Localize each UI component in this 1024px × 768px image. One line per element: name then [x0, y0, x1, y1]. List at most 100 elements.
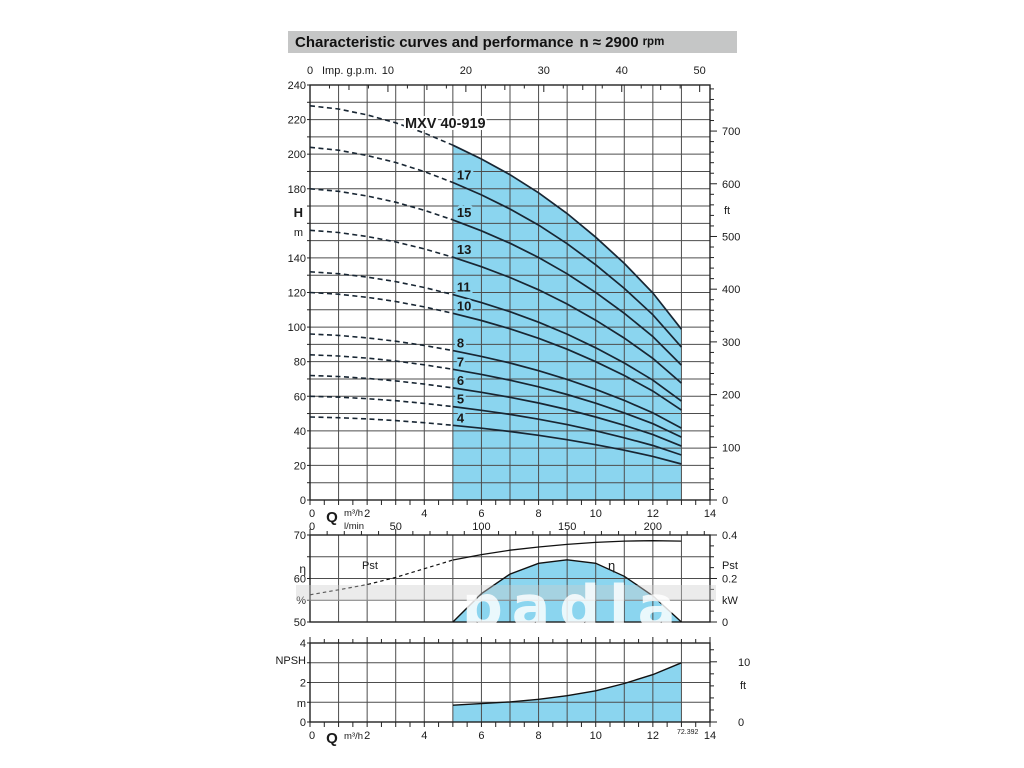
chart-title-bar: Characteristic curves and performance n …: [288, 31, 737, 53]
npsh-q-tick-label: 2: [364, 730, 370, 742]
q-lmin-tick-label: 50: [390, 521, 402, 533]
stage-curve: [452, 368, 682, 438]
npsh-ft-tick-label: 10: [738, 657, 750, 669]
stage-curve-label: 5: [457, 392, 464, 407]
efficiency-power-chart: 70 60 50 η% 0.4 0.2 0 Pst kW Pst η: [294, 529, 739, 629]
pst-tick-label: 0.2: [722, 574, 737, 586]
stage-curve: [452, 405, 682, 456]
npsh-q-tick-label: 0: [309, 730, 315, 742]
npsh-ft-tick-label: 0: [738, 717, 744, 729]
gpm-tick-label: 10: [382, 65, 394, 77]
ft-tick-label: 100: [722, 442, 740, 454]
npsh-axis-symbol: NPSH: [275, 655, 306, 667]
npsh-curve: [452, 662, 682, 706]
h-tick-label: 220: [288, 115, 306, 127]
stage-curve: [452, 256, 682, 384]
power-curve-dashed: [309, 559, 454, 596]
pst-tick-label: 0.4: [722, 530, 737, 542]
h-tick-label: 240: [288, 80, 306, 92]
stage-curve: [452, 387, 682, 447]
chart-speed: n ≈ 2900: [579, 33, 639, 51]
gpm-tick-label: 20: [460, 65, 472, 77]
npsh-tick-label: 2: [300, 678, 306, 690]
q-axis-symbol: Q: [326, 509, 338, 526]
pst-axis-symbol: Pst: [722, 560, 738, 572]
gpm-axis-label: Imp. g.p.m.: [322, 65, 377, 77]
stage-curve: [452, 144, 683, 330]
gpm-tick-label: 30: [538, 65, 550, 77]
h-tick-label: 60: [294, 391, 306, 403]
stage-curve: [452, 312, 682, 411]
eta-tick-label: 50: [294, 617, 306, 629]
stage-curve-dashed: [309, 105, 454, 146]
stage-curve-label: 4: [457, 410, 465, 425]
stage-curve: [452, 293, 682, 402]
npsh-q-tick-label: 4: [421, 730, 427, 742]
h-tick-label: 40: [294, 426, 306, 438]
stage-curve: [452, 181, 683, 348]
h-axis-symbol: H: [294, 205, 303, 220]
npsh-tick-label: 4: [300, 638, 306, 650]
gpm-tick-label: 0: [307, 65, 313, 77]
npsh-q-axis-symbol: Q: [326, 730, 338, 747]
npsh-q-tick-label: 10: [590, 730, 602, 742]
ft-tick-label: 400: [722, 284, 740, 296]
q-m3h-tick-label: 0: [309, 508, 315, 520]
q-lmin-tick-label: 200: [644, 521, 662, 533]
h-tick-label: 100: [288, 322, 306, 334]
power-curve: [452, 540, 682, 561]
eta-axis-unit: %: [296, 595, 306, 607]
stage-curve-dashed: [309, 354, 454, 371]
h-tick-label: 200: [288, 149, 306, 161]
q-axis-unit-lmin: l/min: [344, 521, 364, 532]
efficiency-curve: [452, 559, 682, 623]
stage-curve-label: 6: [457, 373, 464, 388]
stage-curve-dashed: [309, 416, 453, 427]
stage-curve-dashed: [309, 374, 454, 389]
stage-curve-dashed: [309, 333, 454, 352]
stage-curve-dashed: [309, 271, 454, 296]
q-lmin-tick-label: 150: [558, 521, 576, 533]
chart-title: Characteristic curves and performance: [295, 33, 574, 51]
efficiency-curve-label: η: [608, 558, 615, 573]
h-tick-label: 20: [294, 460, 306, 472]
q-m3h-tick-label: 4: [421, 508, 427, 520]
q-m3h-tick-label: 8: [536, 508, 542, 520]
q-lmin-tick-label: 100: [472, 521, 490, 533]
h-tick-label: 0: [300, 495, 306, 507]
stage-curve-label: 7: [457, 354, 464, 369]
q-m3h-tick-label: 6: [478, 508, 484, 520]
npsh-q-axis-unit: m³/h: [344, 731, 363, 742]
eta-tick-label: 60: [294, 574, 306, 586]
ft-tick-label: 700: [722, 126, 740, 138]
q-m3h-tick-label: 10: [590, 508, 602, 520]
stage-curve-label: 17: [457, 168, 471, 183]
npsh-tick-label: 0: [300, 717, 306, 729]
stage-curve-label: 11: [457, 280, 471, 295]
stage-curve-label: 8: [457, 336, 464, 351]
ft-tick-label: 600: [722, 179, 740, 191]
pst-tick-label: 0: [722, 617, 728, 629]
figure-number: 72.392: [677, 729, 699, 736]
npsh-chart: 4 2 0 NPSH m 10 0 ft 0 2 4 6 8 10 12 14 Q m³/h 72.392: [275, 637, 750, 747]
q-m3h-tick-label: 14: [704, 508, 716, 520]
h-tick-label: 120: [288, 288, 306, 300]
h-axis-unit: m: [294, 227, 303, 239]
ft-tick-label: 500: [722, 231, 740, 243]
npsh-q-tick-label: 8: [536, 730, 542, 742]
ft-axis-unit: ft: [724, 205, 730, 217]
stage-curve-dashed: [309, 146, 454, 184]
h-tick-label: 140: [288, 253, 306, 265]
npsh-q-tick-label: 6: [478, 730, 484, 742]
h-tick-label: 80: [294, 357, 306, 369]
stage-curve-label: 13: [457, 242, 471, 257]
gpm-tick-label: 40: [616, 65, 628, 77]
stage-curve-label: 10: [457, 298, 471, 313]
gpm-tick-label: 50: [694, 65, 706, 77]
ft-tick-label: 0: [722, 495, 728, 507]
npsh-ft-axis-unit: ft: [740, 680, 746, 692]
eta-axis-symbol: η: [299, 562, 306, 576]
stage-curve-dashed: [309, 291, 454, 315]
